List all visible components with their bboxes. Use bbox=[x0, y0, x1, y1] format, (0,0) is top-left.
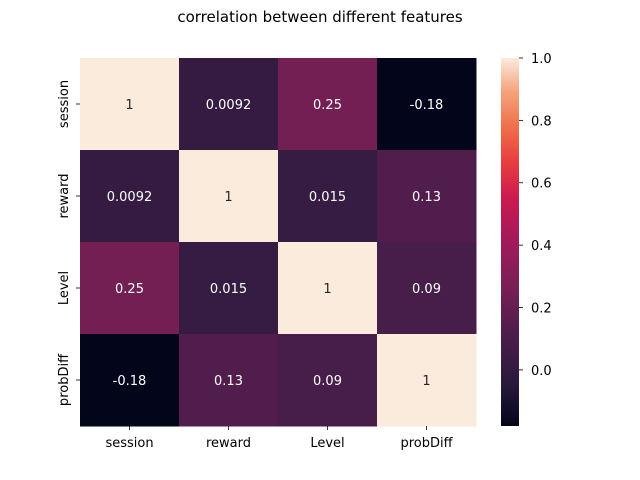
heatmap-cell bbox=[278, 242, 378, 335]
heatmap-cell bbox=[179, 150, 279, 243]
cell-value-label: 1 bbox=[323, 282, 331, 297]
cell-value-label: 1 bbox=[224, 190, 232, 205]
colorbar-tick-label: 0.6 bbox=[531, 177, 552, 192]
heatmap-cell bbox=[377, 58, 477, 151]
x-axis-ticks: session reward Level probDiff bbox=[105, 426, 454, 451]
y-tick-label: session bbox=[57, 80, 72, 128]
cell-value-label: 1 bbox=[125, 98, 133, 113]
chart-title: correlation between different features bbox=[177, 8, 463, 26]
cell-value-label: 0.13 bbox=[412, 190, 441, 205]
cell-value-label: 0.0092 bbox=[206, 98, 252, 113]
heatmap-cell bbox=[278, 334, 378, 427]
cell-value-label: 0.25 bbox=[313, 98, 342, 113]
cell-value-label: 0.09 bbox=[412, 282, 441, 297]
cell-value-label: -0.18 bbox=[410, 98, 444, 113]
heatmap-cell bbox=[80, 334, 180, 427]
cell-value-label: 0.25 bbox=[115, 282, 144, 297]
cell-value-label: 0.015 bbox=[210, 282, 247, 297]
cell-value-label: 1 bbox=[422, 374, 430, 389]
x-tick-label: probDiff bbox=[400, 436, 453, 451]
colorbar-tick-label: 0.2 bbox=[531, 301, 552, 316]
heatmap-cell bbox=[377, 150, 477, 243]
heatmap-cell bbox=[80, 150, 180, 243]
heatmap-cell bbox=[179, 58, 279, 151]
heatmap-cell bbox=[377, 242, 477, 335]
y-tick-label: reward bbox=[57, 173, 72, 218]
colorbar-tick-label: 0.0 bbox=[531, 364, 552, 379]
colorbar: 0.0 0.2 0.4 0.6 0.8 1.0 bbox=[501, 52, 552, 426]
x-tick-label: reward bbox=[206, 436, 251, 451]
x-tick-label: session bbox=[105, 436, 153, 451]
cell-value-label: -0.18 bbox=[113, 374, 147, 389]
heatmap-cell bbox=[278, 150, 378, 243]
heatmap-cell bbox=[179, 334, 279, 427]
cell-value-label: 0.13 bbox=[214, 374, 243, 389]
colorbar-ticks: 0.0 0.2 0.4 0.6 0.8 1.0 bbox=[519, 52, 552, 379]
colorbar-tick-label: 0.8 bbox=[531, 114, 552, 129]
y-axis-ticks: session reward Level probDiff bbox=[57, 80, 80, 406]
y-tick-label: probDiff bbox=[57, 353, 72, 406]
y-tick-label: Level bbox=[57, 271, 72, 305]
heatmap-cell bbox=[278, 58, 378, 151]
heatmap-cells: 1 0.0092 0.25 -0.18 0.0092 1 0.015 0.13 0.25 0.01… bbox=[80, 58, 477, 427]
heatmap-cell bbox=[80, 58, 180, 151]
colorbar-gradient bbox=[501, 58, 519, 426]
heatmap-cell bbox=[179, 242, 279, 335]
heatmap-cell bbox=[80, 242, 180, 335]
cell-value-label: 0.0092 bbox=[107, 190, 153, 205]
cell-value-label: 0.015 bbox=[309, 190, 346, 205]
colorbar-tick-label: 1.0 bbox=[531, 52, 552, 67]
x-tick-label: Level bbox=[310, 436, 344, 451]
colorbar-tick-label: 0.4 bbox=[531, 239, 552, 254]
cell-value-label: 0.09 bbox=[313, 374, 342, 389]
heatmap-cell bbox=[377, 334, 477, 427]
